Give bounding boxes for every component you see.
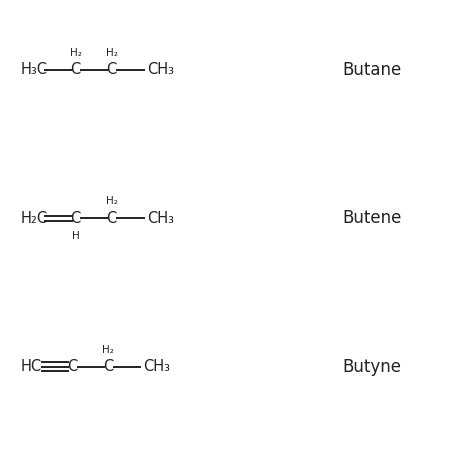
Text: HC: HC (20, 359, 41, 374)
Text: C: C (107, 62, 117, 77)
Text: C: C (71, 211, 81, 226)
Text: CH₃: CH₃ (147, 62, 174, 77)
Text: Butane: Butane (342, 61, 401, 79)
Text: Butyne: Butyne (342, 358, 401, 376)
Text: H₃C: H₃C (20, 62, 47, 77)
Text: C: C (107, 211, 117, 226)
Text: H₂: H₂ (70, 48, 81, 58)
Text: H₂C: H₂C (20, 211, 47, 226)
Text: H₂: H₂ (106, 196, 117, 206)
Text: H: H (72, 231, 80, 241)
Text: C: C (71, 62, 81, 77)
Text: Butene: Butene (342, 209, 401, 227)
Text: C: C (67, 359, 77, 374)
Text: C: C (103, 359, 113, 374)
Text: H₂: H₂ (102, 345, 114, 355)
Text: H₂: H₂ (106, 48, 117, 58)
Text: CH₃: CH₃ (147, 211, 174, 226)
Text: CH₃: CH₃ (144, 359, 171, 374)
